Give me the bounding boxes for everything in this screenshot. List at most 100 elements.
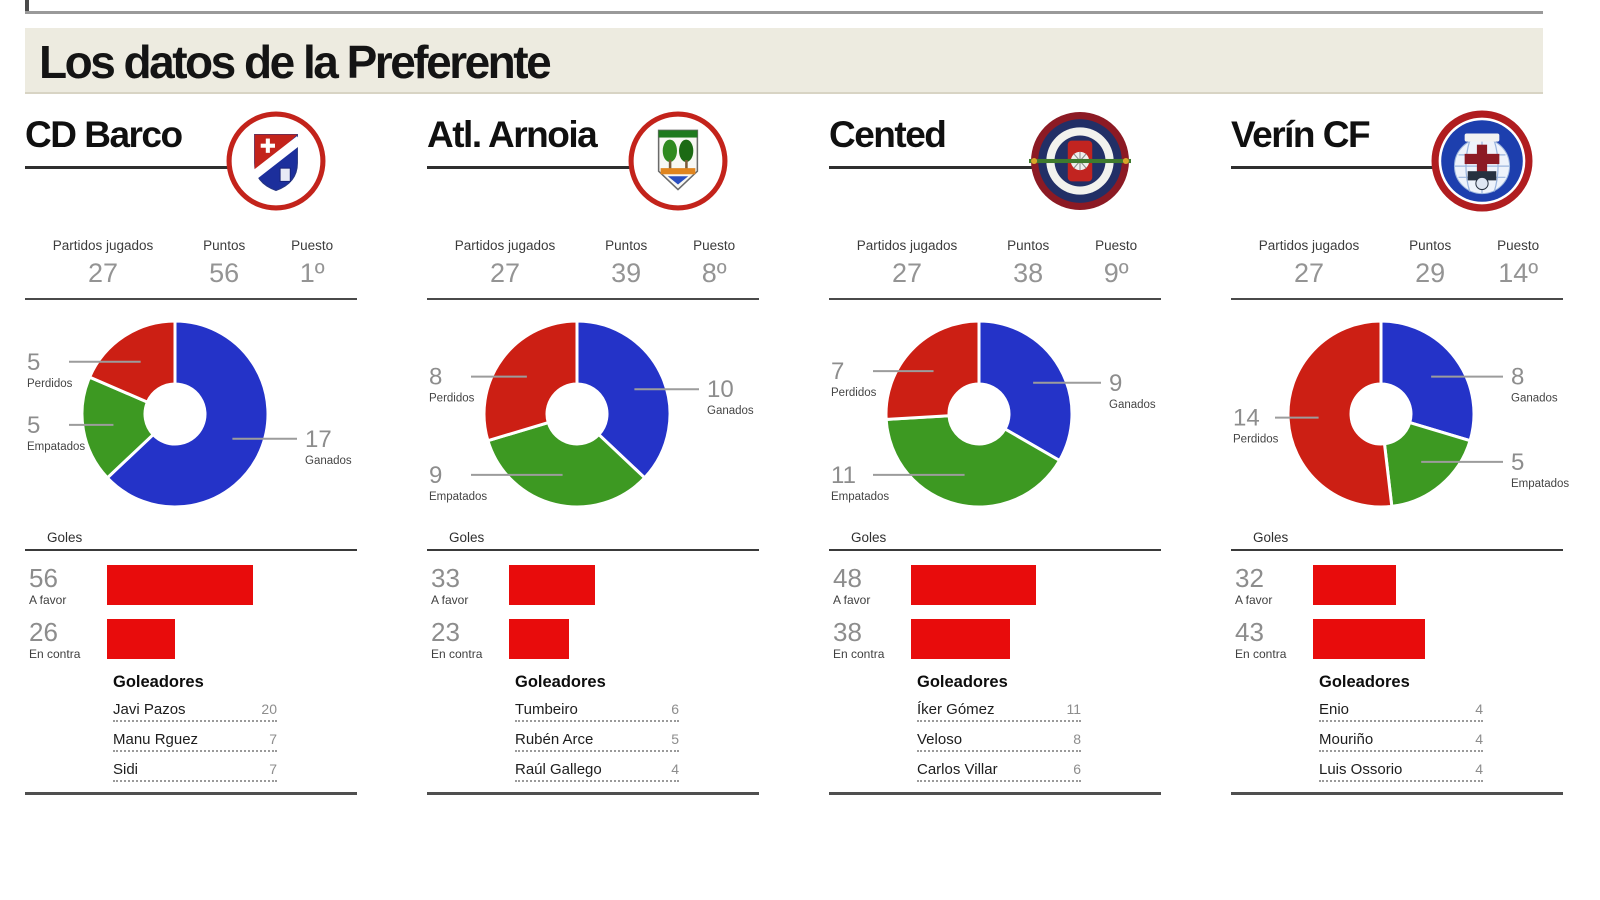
goals-against-row: 26 En contra <box>29 619 357 661</box>
goals-bar-chart: 48 A favor 38 En contra <box>833 565 1161 661</box>
stat-position-value: 8º <box>701 258 727 288</box>
goals-for-row: 48 A favor <box>833 565 1161 607</box>
team-column: Verín CF Partidos jugados 27 Puntos 29 Puesto… <box>1231 108 1569 795</box>
goals-section-rule <box>427 549 759 551</box>
team-stats: Partidos jugados 27 Puntos 29 Puesto 14º <box>1231 238 1563 300</box>
results-donut: 9 Ganados 11 Empatados 7 Perdidos <box>829 302 1161 530</box>
stat-points: Puntos 29 <box>1387 238 1473 289</box>
team-name-underline <box>427 166 633 169</box>
stat-points-value: 38 <box>1013 258 1044 288</box>
team-stats: Partidos jugados 27 Puntos 38 Puesto 9º <box>829 238 1161 300</box>
team-name-underline <box>829 166 1035 169</box>
team-stats: Partidos jugados 27 Puntos 56 Puesto 1º <box>25 238 357 300</box>
donut-slice-drawn <box>884 414 1062 509</box>
top-scorers: Goleadores Tumbeiro 6 Rubén Arce 5 Raúl Galle… <box>515 673 679 782</box>
team-header: Cented <box>829 108 1161 212</box>
donut-value-won: 10 <box>707 376 734 403</box>
donut-value-drawn: 9 <box>429 462 442 489</box>
scorer-goals: 8 <box>1073 731 1081 747</box>
top-scorers-title: Goleadores <box>1319 673 1410 691</box>
team-header: Verín CF <box>1231 108 1563 212</box>
scorer-goals: 11 <box>1066 701 1081 717</box>
scorer-name: Manu Rguez <box>113 731 199 748</box>
scorer-row: Carlos Villar 6 <box>917 761 1081 782</box>
team-name-underline <box>1231 166 1437 169</box>
column-bottom-rule <box>25 792 357 795</box>
goals-bar-chart: 32 A favor 43 En contra <box>1235 565 1563 661</box>
scorer-row: Manu Rguez 7 <box>113 731 277 752</box>
goals-against-meta: 26 En contra <box>29 619 107 661</box>
goals-section-title: Goles <box>851 530 887 545</box>
stat-position: Puesto 14º <box>1473 238 1563 289</box>
stat-position-label: Puesto <box>291 238 334 253</box>
team-name: Cented <box>829 114 947 155</box>
scorer-name: Veloso <box>917 731 963 748</box>
team-column: Cented Partidos jugados 27 Puntos 38 Puesto 9º… <box>829 108 1161 795</box>
donut-label-lost: Perdidos <box>831 387 877 399</box>
scorer-goals: 4 <box>1475 761 1483 777</box>
team-column: CD Barco Partidos jugados 27 Puntos 56 Puesto… <box>25 108 357 795</box>
donut-label-lost: Perdidos <box>27 378 73 390</box>
stat-played: Partidos jugados 27 <box>25 238 181 289</box>
scorer-row: Javi Pazos 20 <box>113 701 277 722</box>
goals-for-label: A favor <box>1235 593 1273 607</box>
goals-for-value: 32 <box>1235 563 1264 593</box>
donut-label-drawn: Empatados <box>27 441 85 453</box>
goals-for-label: A favor <box>833 593 871 607</box>
scorer-goals: 7 <box>269 731 277 747</box>
scorer-row: Rubén Arce 5 <box>515 731 679 752</box>
crop-mark <box>25 0 29 13</box>
stat-played: Partidos jugados 27 <box>829 238 985 289</box>
scorer-row: Raúl Gallego 4 <box>515 761 679 782</box>
title-band: Los datos de la Preferente <box>25 28 1543 94</box>
goals-for-bar <box>107 565 253 605</box>
donut-slice-won <box>1379 319 1476 443</box>
top-scorers: Goleadores Íker Gómez 11 Veloso 8 Carlos Vill… <box>917 673 1081 782</box>
top-scorers-title: Goleadores <box>515 673 606 691</box>
scorer-row: Sidi 7 <box>113 761 277 782</box>
stat-points-label: Puntos <box>605 238 648 253</box>
cented-crest-image <box>1029 112 1131 210</box>
donut-label-won: Ganados <box>1109 399 1156 411</box>
donut-slice-drawn <box>80 375 156 480</box>
goals-bar-chart: 56 A favor 26 En contra <box>29 565 357 661</box>
scorer-row: Veloso 8 <box>917 731 1081 752</box>
team-columns: CD Barco Partidos jugados 27 Puntos 56 Puesto… <box>25 108 1569 795</box>
goals-against-meta: 38 En contra <box>833 619 911 661</box>
stat-position: Puesto 1º <box>267 238 357 289</box>
scorer-name: Rubén Arce <box>515 731 594 748</box>
goals-against-row: 43 En contra <box>1235 619 1563 661</box>
donut-value-lost: 8 <box>429 364 442 391</box>
goals-for-row: 32 A favor <box>1235 565 1563 607</box>
results-donut: 8 Ganados 5 Empatados 14 Perdidos <box>1231 302 1569 530</box>
donut-slice-drawn <box>486 420 647 509</box>
barco-crest-icon <box>225 110 327 212</box>
column-bottom-rule <box>829 792 1161 795</box>
stat-points-value: 29 <box>1415 258 1446 288</box>
scorer-name: Mouriño <box>1319 731 1374 748</box>
stat-points-label: Puntos <box>1409 238 1452 253</box>
top-scorers-title: Goleadores <box>113 673 204 691</box>
donut-label-drawn: Empatados <box>831 491 889 503</box>
stat-points: Puntos 38 <box>985 238 1071 289</box>
stat-played-label: Partidos jugados <box>1258 238 1360 253</box>
arnoia-crest-image <box>628 111 728 211</box>
stat-position-label: Puesto <box>1095 238 1138 253</box>
team-name: Atl. Arnoia <box>427 114 598 155</box>
page-title: Los datos de la Preferente <box>39 36 552 88</box>
goals-for-bar <box>911 565 1036 605</box>
donut-slice-lost <box>482 319 579 443</box>
goals-for-label: A favor <box>431 593 469 607</box>
goals-against-row: 38 En contra <box>833 619 1161 661</box>
stat-played-label: Partidos jugados <box>454 238 556 253</box>
donut-label-won: Ganados <box>305 455 352 467</box>
top-scorers-title: Goleadores <box>917 673 1008 691</box>
goals-against-label: En contra <box>833 647 885 661</box>
results-donut: 10 Ganados 9 Empatados 8 Perdidos <box>427 302 759 530</box>
donut-slice-won <box>575 319 672 480</box>
scorer-name: Raúl Gallego <box>515 761 602 778</box>
goals-section-rule <box>1231 549 1563 551</box>
stat-played: Partidos jugados 27 <box>1231 238 1387 289</box>
stat-position-value: 1º <box>299 258 325 288</box>
team-header: CD Barco <box>25 108 357 212</box>
